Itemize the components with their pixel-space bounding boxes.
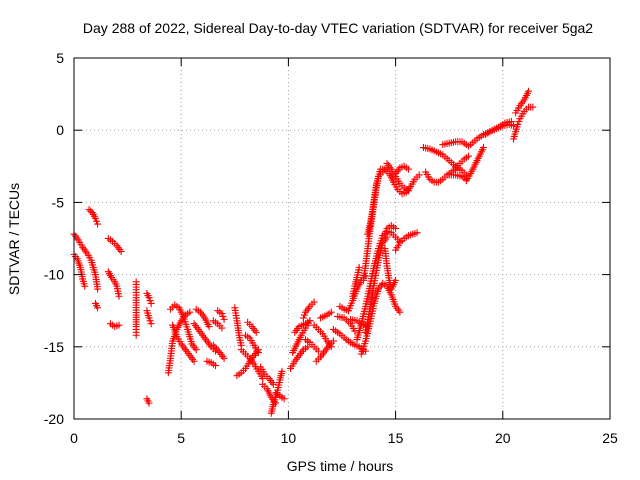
data-point <box>115 321 123 329</box>
data-point <box>147 320 155 328</box>
data-point <box>147 299 155 307</box>
data-point <box>529 103 537 111</box>
y-axis-label: SDTVAR / TECUs <box>6 183 22 295</box>
data-point <box>252 328 260 336</box>
data-point <box>94 220 102 228</box>
y-tick-label: -5 <box>52 194 65 210</box>
x-tick-label: 25 <box>602 430 618 446</box>
data-point <box>280 395 288 403</box>
data-point <box>85 206 93 214</box>
data-point <box>464 152 472 160</box>
data-point <box>91 214 99 222</box>
data-point <box>327 308 335 316</box>
data-point <box>480 144 488 152</box>
x-axis-label: GPS time / hours <box>287 458 394 474</box>
data-point <box>218 310 226 318</box>
data-point <box>314 347 322 355</box>
y-tick-label: -20 <box>44 411 64 427</box>
data-point <box>93 217 101 225</box>
x-tick-label: 0 <box>70 430 78 446</box>
data-point <box>115 292 123 300</box>
chart-title: Day 288 of 2022, Sidereal Day-to-day VTE… <box>83 20 593 36</box>
y-tick-label: 0 <box>56 122 64 138</box>
data-point <box>310 298 318 306</box>
data-point <box>415 171 423 179</box>
data-point <box>382 227 390 235</box>
data-point <box>117 247 125 255</box>
y-tick-label: 5 <box>56 50 64 66</box>
data-point <box>507 118 515 126</box>
x-tick-label: 20 <box>495 430 511 446</box>
data-point <box>186 308 194 316</box>
data-point <box>146 297 154 305</box>
data-points <box>70 87 537 417</box>
data-point <box>94 285 102 293</box>
axis-ticks: 0 5 10 15 20 25 -20 -15 -10 -5 0 5 <box>44 50 618 446</box>
data-point <box>396 308 404 316</box>
grid-lines <box>74 58 610 419</box>
data-point <box>392 276 400 284</box>
y-tick-label: -10 <box>44 267 64 283</box>
data-point <box>355 263 363 271</box>
x-tick-label: 15 <box>388 430 404 446</box>
data-point <box>219 312 227 320</box>
data-point <box>392 224 400 232</box>
x-tick-label: 5 <box>177 430 185 446</box>
data-point <box>525 87 533 95</box>
data-point <box>300 311 308 319</box>
data-point <box>413 229 421 237</box>
data-point <box>381 230 389 238</box>
data-point <box>190 357 198 365</box>
data-point <box>269 380 277 388</box>
data-point <box>278 367 286 375</box>
data-point <box>299 314 307 322</box>
data-point <box>205 323 213 331</box>
data-point <box>404 187 412 195</box>
data-point <box>145 314 153 322</box>
data-point <box>146 317 154 325</box>
data-point <box>254 349 262 357</box>
data-point <box>306 317 314 325</box>
data-point <box>514 120 522 128</box>
data-point <box>329 337 337 345</box>
data-point <box>94 304 102 312</box>
data-point <box>145 399 153 407</box>
data-point <box>192 346 200 354</box>
data-point <box>220 315 228 323</box>
data-point <box>220 354 228 362</box>
data-point <box>404 165 412 173</box>
data-point <box>212 362 220 370</box>
data-point <box>132 331 140 339</box>
data-point <box>218 324 226 332</box>
plot-frame <box>73 57 611 420</box>
y-tick-label: -15 <box>44 339 64 355</box>
data-point <box>515 118 523 126</box>
x-tick-label: 10 <box>281 430 297 446</box>
data-point <box>81 282 89 290</box>
data-point <box>145 294 153 302</box>
